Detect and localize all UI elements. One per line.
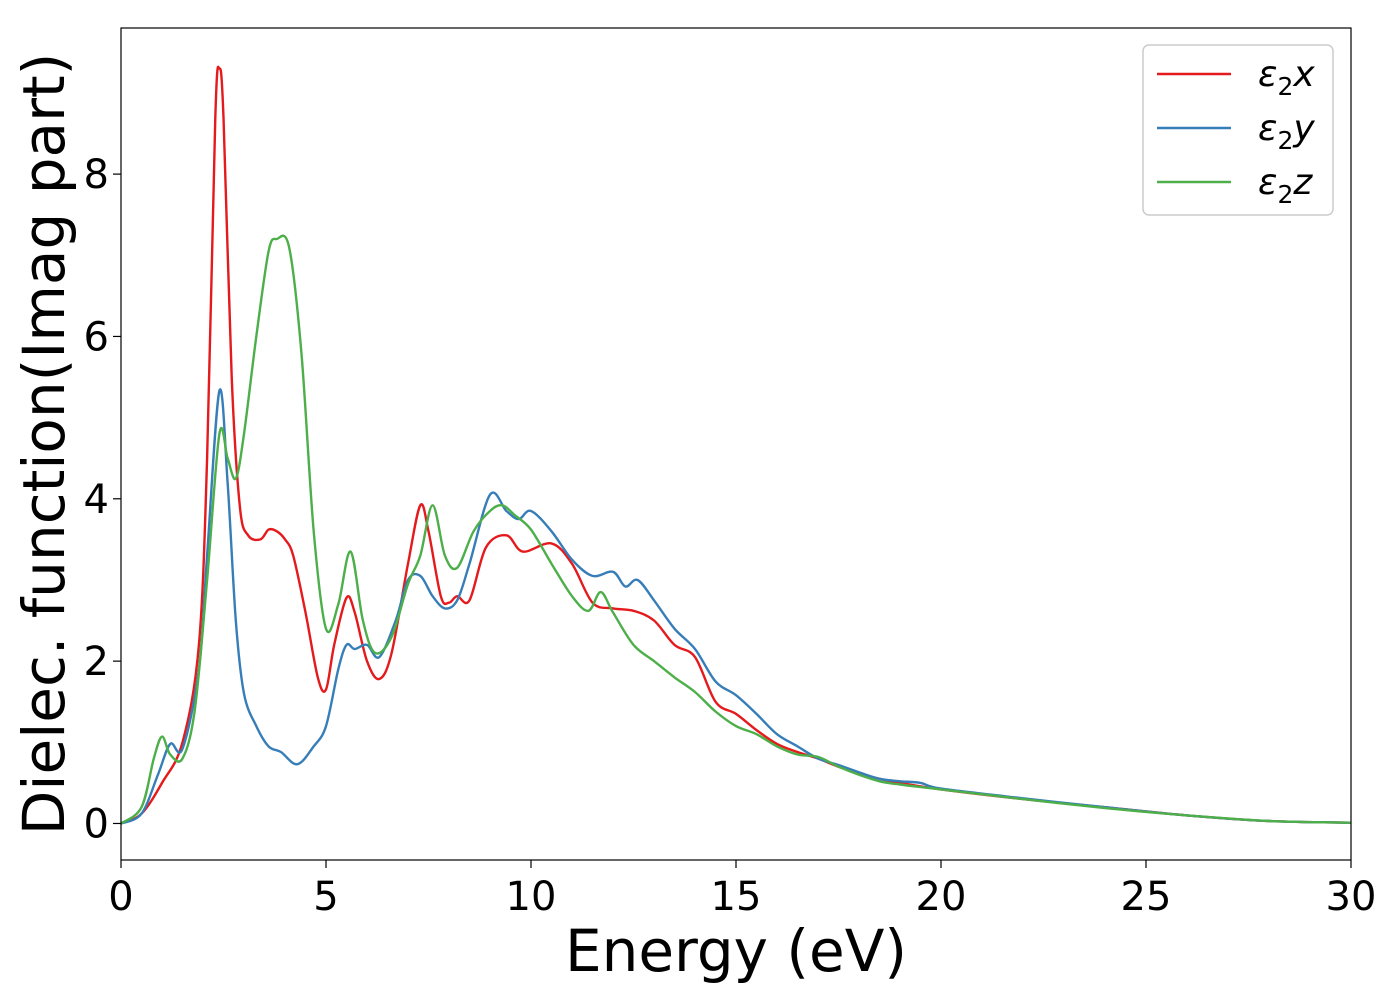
x-tick-label: 30 (1326, 874, 1377, 920)
y-axis: 0 2 4 6 8 (84, 152, 121, 847)
y-tick-label: 4 (84, 477, 109, 523)
legend: ε2x ε2y ε2z (1142, 44, 1334, 216)
x-tick-label: 5 (313, 874, 338, 920)
x-tick-label: 25 (1121, 874, 1172, 920)
x-tick-label: 20 (916, 874, 967, 920)
y-axis-label: Dielec. function(Imag part) (10, 53, 78, 836)
y-tick-label: 2 (84, 639, 109, 685)
x-axis-label: Energy (eV) (565, 917, 907, 985)
legend-label-z: ε2z (1258, 162, 1313, 209)
x-axis: 0 5 10 15 20 25 30 (108, 860, 1376, 920)
y-tick-label: 0 (84, 801, 109, 847)
x-tick-label: 15 (711, 874, 762, 920)
y-tick-label: 6 (84, 314, 109, 360)
legend-label-y: ε2y (1258, 108, 1315, 155)
x-tick-label: 0 (108, 874, 133, 920)
legend-label-x: ε2x (1258, 54, 1315, 101)
legend-box (1142, 44, 1334, 216)
x-tick-label: 10 (506, 874, 557, 920)
series-line-y (121, 388, 1351, 825)
y-tick-label: 8 (84, 152, 109, 198)
series-layer (121, 65, 1351, 825)
series-line-z (121, 234, 1351, 825)
